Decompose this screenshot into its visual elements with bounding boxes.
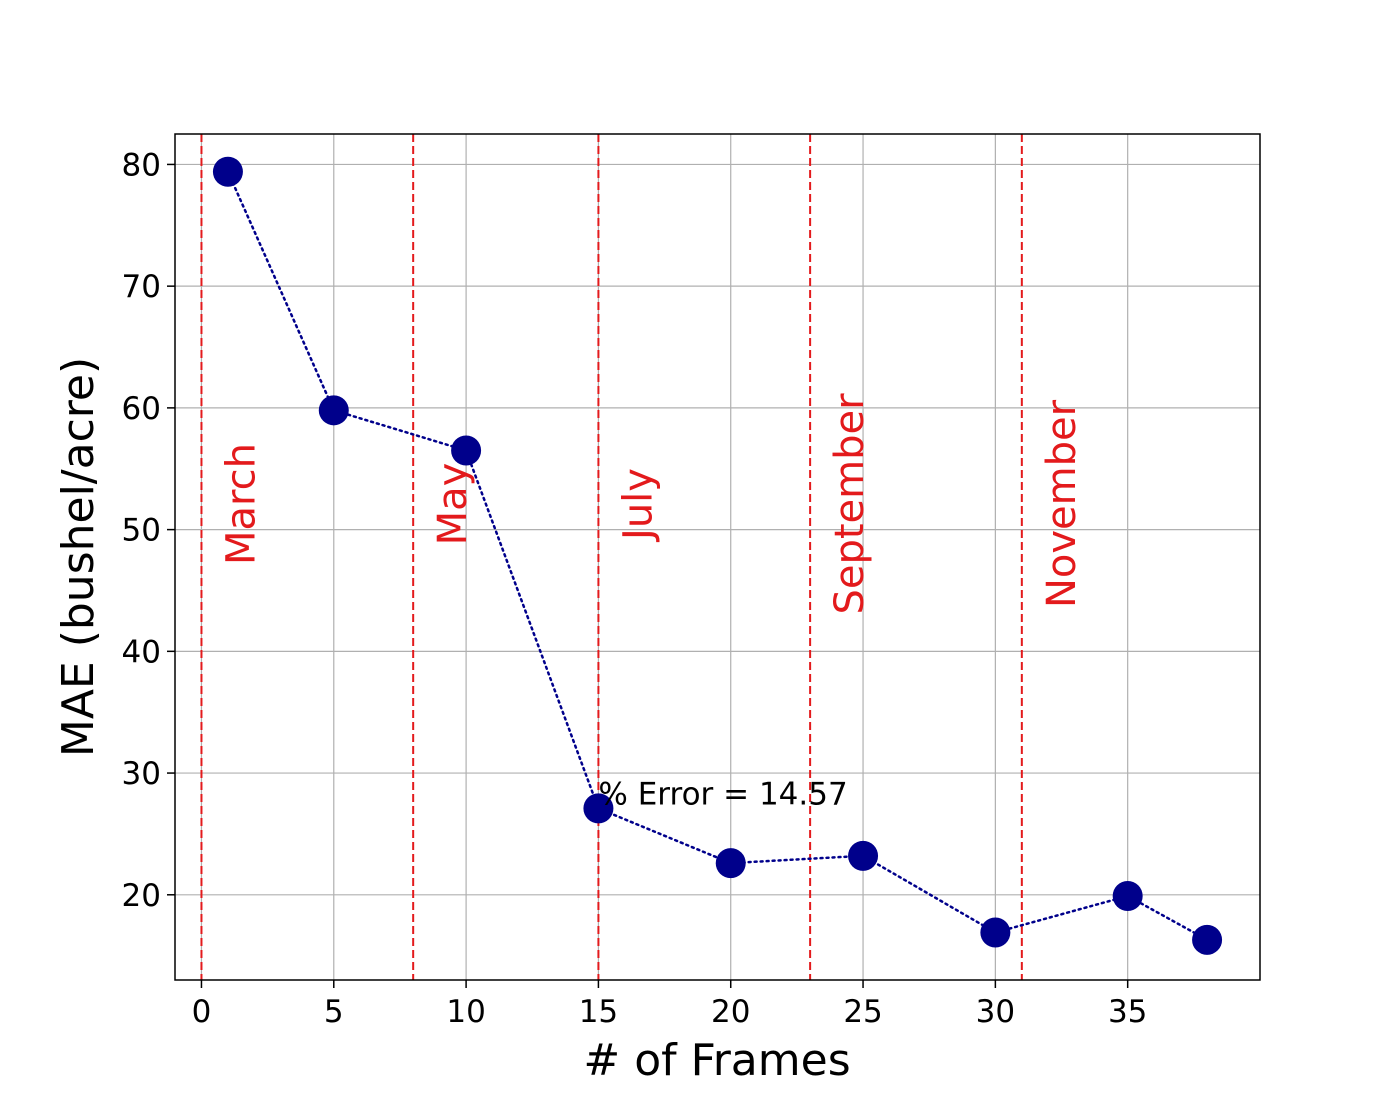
data-point — [715, 848, 746, 879]
data-point — [212, 156, 243, 187]
y-tick-label: 40 — [122, 634, 161, 670]
y-axis-ticks: 20 30 40 50 60 70 80 — [122, 147, 175, 914]
data-point — [1192, 924, 1223, 955]
month-label: September — [827, 393, 873, 615]
month-label: November — [1039, 399, 1085, 608]
data-point — [980, 917, 1011, 948]
y-tick-label: 30 — [122, 756, 161, 792]
error-annotation: % Error = 14.57 — [598, 776, 847, 812]
data-point — [1112, 881, 1143, 912]
data-point — [583, 793, 614, 824]
x-tick-label: 30 — [976, 994, 1015, 1030]
month-label: March — [218, 443, 264, 565]
y-tick-label: 20 — [122, 878, 161, 914]
x-axis-title: # of Frames — [583, 1035, 850, 1086]
data-point — [848, 840, 879, 871]
x-tick-label: 25 — [843, 994, 882, 1030]
x-tick-label: 20 — [711, 994, 750, 1030]
x-tick-label: 35 — [1108, 994, 1147, 1030]
y-tick-label: 80 — [122, 147, 161, 183]
month-label: July — [615, 468, 661, 543]
data-point — [318, 395, 349, 426]
y-tick-label: 60 — [122, 391, 161, 427]
x-axis-ticks: 0 5 10 15 20 25 30 35 — [192, 980, 1147, 1030]
plot-frame — [174, 133, 1261, 981]
y-axis-title: MAE (bushel/acre) — [53, 357, 104, 757]
month-label: May — [430, 463, 476, 546]
x-tick-label: 15 — [579, 994, 618, 1030]
y-tick-label: 50 — [122, 513, 161, 549]
x-tick-label: 10 — [446, 994, 485, 1030]
month-markers: March May July September November — [200, 134, 1085, 980]
series-mae — [212, 156, 1223, 955]
data-point — [451, 435, 482, 466]
grid — [175, 134, 1260, 980]
x-tick-label: 5 — [324, 994, 344, 1030]
y-tick-label: 70 — [122, 269, 161, 305]
x-tick-label: 0 — [192, 994, 212, 1030]
